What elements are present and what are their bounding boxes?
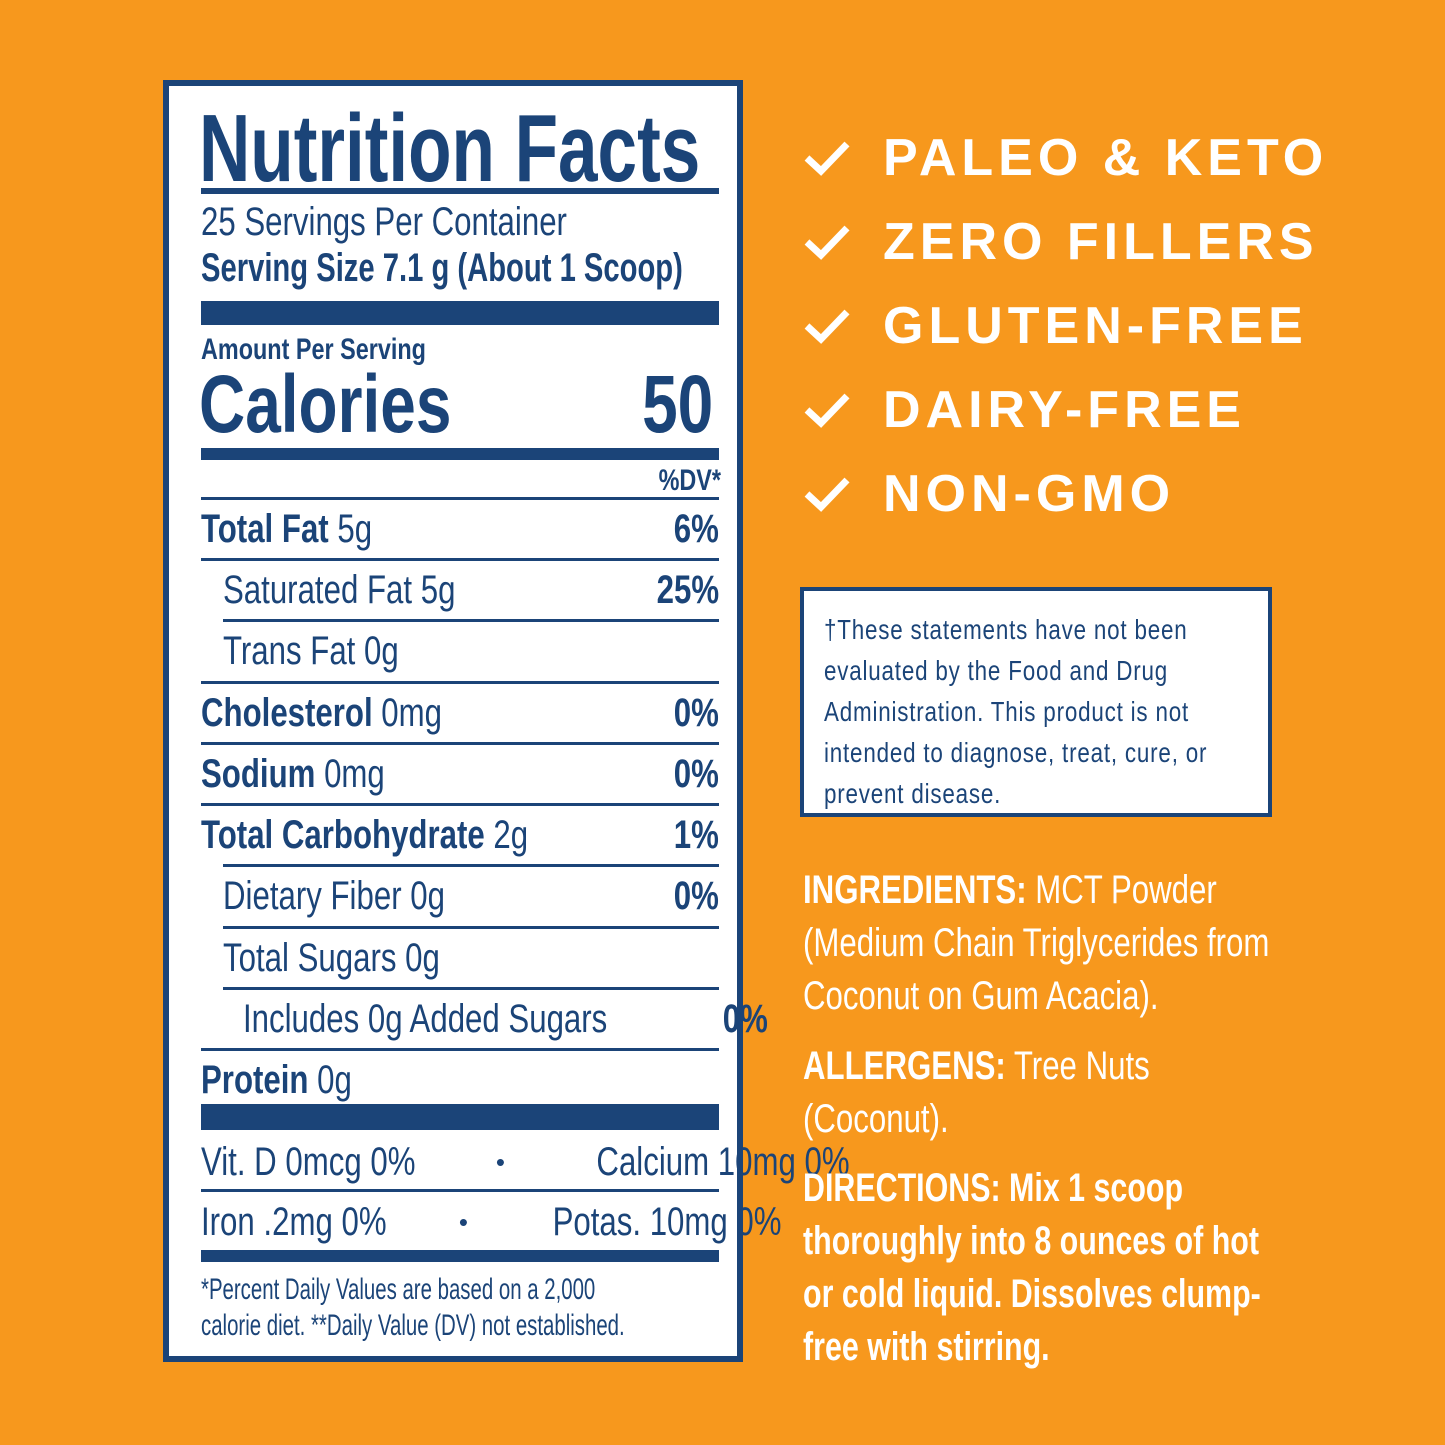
- nutrient-row-protein: Protein 0g: [201, 1057, 352, 1102]
- vitamins-row-2: Iron .2mg 0% • Potas. 10mg 0%: [201, 1199, 782, 1244]
- nutrient-row-cholesterol: Cholesterol 0mg 0%: [201, 690, 719, 735]
- nutrient-row-sodium: Sodium 0mg 0%: [201, 751, 719, 796]
- claim-gluten-free: GLUTEN-FREE: [803, 296, 1308, 356]
- nutrient-row-total-sugars: Total Sugars 0g: [223, 935, 440, 980]
- vitamins-row-1: Vit. D 0mcg 0% • Calcium 10mg 0%: [201, 1139, 850, 1184]
- serving-size: Serving Size 7.1 g (About 1 Scoop): [201, 246, 683, 290]
- checkmark-icon: [804, 393, 850, 428]
- checkmark-icon: [804, 225, 850, 260]
- medium-divider: [201, 448, 719, 460]
- nutrition-facts-label: Nutrition Facts 25 Servings Per Containe…: [163, 80, 850, 1362]
- directions: DIRECTIONS: Mix 1 scoop thoroughly into …: [803, 1166, 1261, 1369]
- label-title: Nutrition Facts: [199, 95, 701, 202]
- footnote: *Percent Daily Values are based on a 2,0…: [201, 1273, 625, 1342]
- claim-zero-fillers: ZERO FILLERS: [803, 212, 1319, 272]
- claim-non-gmo: NON-GMO: [803, 464, 1175, 524]
- calories-label: Calories: [199, 359, 452, 450]
- claim-paleo-keto: PALEO & KETO: [803, 128, 1328, 188]
- checkmark-icon: [804, 141, 850, 176]
- medium-divider: [201, 1250, 719, 1262]
- amount-per-serving: Amount Per Serving: [201, 333, 426, 366]
- nutrient-row-total-fat: Total Fat 5g 6%: [201, 506, 719, 551]
- checkmark-icon: [804, 477, 850, 512]
- nutrient-row-added-sugars: Includes 0g Added Sugars 0%: [243, 996, 768, 1041]
- fda-disclaimer: †These statements have not been evaluate…: [800, 587, 1272, 817]
- nutrient-row-total-carbohydrate: Total Carbohydrate 2g 1%: [201, 812, 719, 857]
- divider: [201, 188, 719, 194]
- thick-divider: [201, 1104, 719, 1130]
- nutrient-row-trans-fat: Trans Fat 0g: [223, 628, 399, 673]
- allergens: ALLERGENS: Tree Nuts (Coconut).: [803, 1044, 1150, 1141]
- calories-value: 50: [641, 359, 713, 450]
- dv-header: %DV*: [658, 464, 721, 497]
- checkmark-icon: [804, 309, 850, 344]
- nutrient-row-dietary-fiber: Dietary Fiber 0g 0%: [223, 873, 719, 918]
- divider: [201, 497, 719, 500]
- ingredients: INGREDIENTS: MCT Powder (Medium Chain Tr…: [803, 868, 1270, 1018]
- servings-per-container: 25 Servings Per Container: [201, 200, 567, 244]
- thick-divider: [201, 301, 719, 325]
- claim-dairy-free: DAIRY-FREE: [803, 380, 1246, 440]
- nutrient-row-saturated-fat: Saturated Fat 5g 25%: [223, 567, 719, 612]
